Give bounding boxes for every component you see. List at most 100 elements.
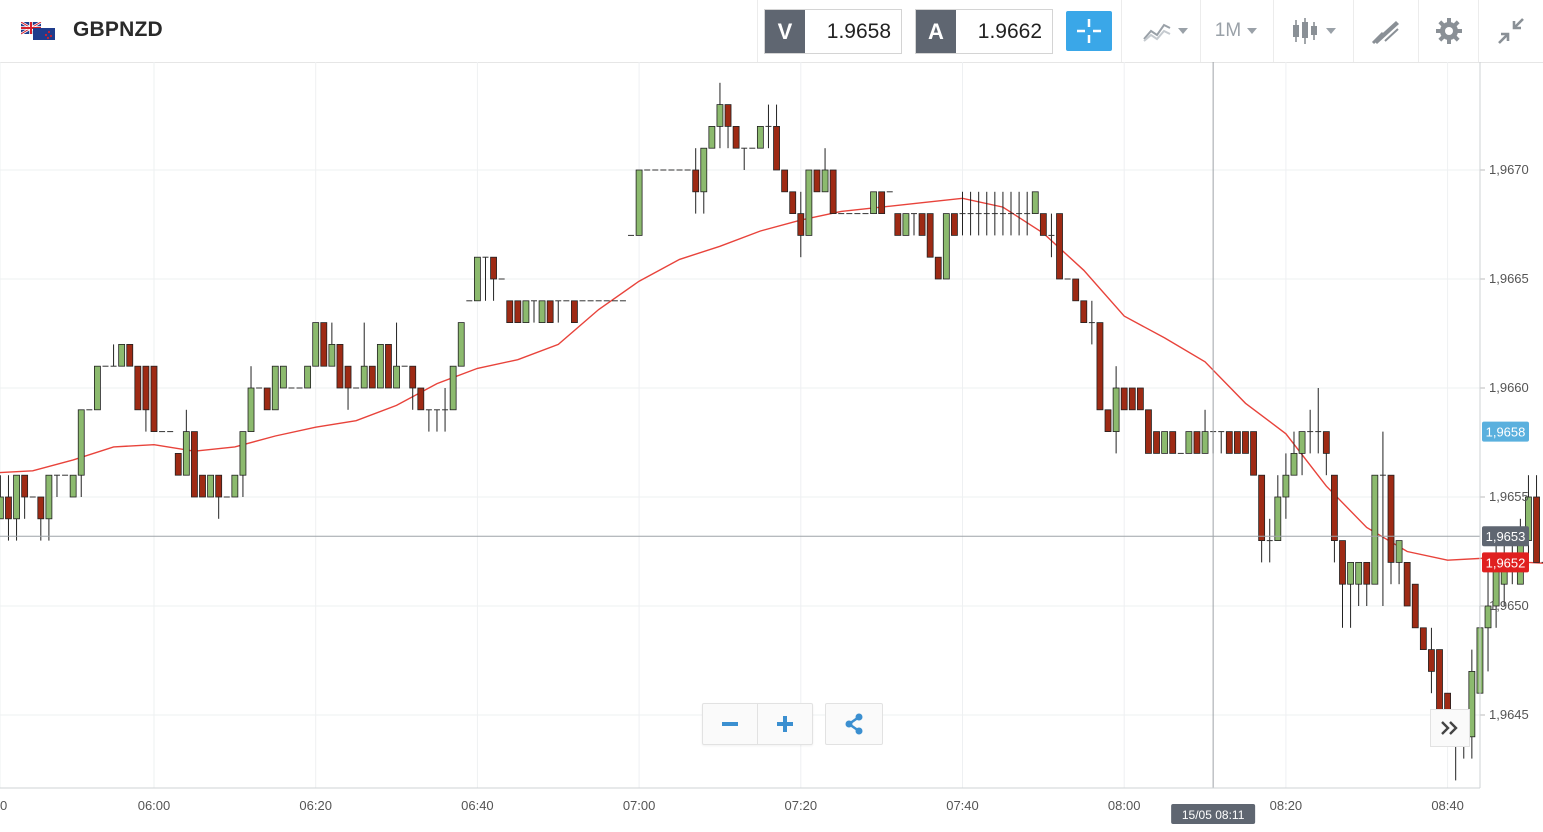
candle[interactable]	[959, 191, 966, 236]
candle[interactable]	[1347, 561, 1354, 628]
candle[interactable]	[1193, 431, 1201, 454]
candle[interactable]	[1307, 409, 1314, 454]
candle[interactable]	[1468, 649, 1476, 759]
candle[interactable]	[1411, 583, 1419, 629]
candle[interactable]	[360, 322, 368, 389]
candle[interactable]	[870, 191, 877, 215]
candle[interactable]	[239, 431, 247, 497]
candle[interactable]	[700, 147, 708, 214]
candle[interactable]	[1339, 540, 1346, 628]
candle[interactable]	[271, 365, 279, 411]
candle[interactable]	[1112, 366, 1120, 454]
drawing-tools-button[interactable]	[1362, 10, 1410, 52]
zoom-out-button[interactable]	[703, 704, 757, 744]
candle[interactable]	[546, 300, 554, 324]
candle[interactable]	[1136, 387, 1144, 411]
candle[interactable]	[902, 213, 910, 236]
timeframe-button[interactable]: 1M	[1205, 10, 1267, 52]
candle[interactable]	[1322, 431, 1330, 476]
candle[interactable]	[522, 300, 530, 324]
candle[interactable]	[1371, 474, 1379, 585]
candle[interactable]	[368, 365, 376, 389]
candle[interactable]	[1080, 300, 1088, 324]
candle[interactable]	[538, 300, 546, 324]
candle[interactable]	[765, 104, 772, 149]
candle[interactable]	[910, 213, 917, 236]
candle[interactable]	[425, 409, 432, 432]
candle[interactable]	[142, 365, 150, 432]
candle[interactable]	[417, 387, 425, 411]
candle[interactable]	[1024, 191, 1031, 236]
candle[interactable]	[821, 148, 829, 193]
candle[interactable]	[126, 343, 134, 367]
candle[interactable]	[304, 365, 312, 389]
candle[interactable]	[1161, 431, 1169, 454]
candle[interactable]	[1201, 409, 1209, 454]
candle[interactable]	[789, 191, 797, 215]
candle[interactable]	[805, 169, 813, 236]
candle[interactable]	[1500, 540, 1508, 606]
candle[interactable]	[1363, 561, 1371, 606]
candle[interactable]	[926, 213, 934, 258]
candle[interactable]	[1185, 431, 1193, 454]
candle[interactable]	[1104, 409, 1112, 432]
candle[interactable]	[263, 387, 271, 411]
candle[interactable]	[1233, 431, 1241, 454]
candle[interactable]	[13, 474, 20, 541]
candle[interactable]	[967, 191, 974, 236]
candle[interactable]	[1250, 431, 1257, 476]
scroll-to-latest-button[interactable]	[1430, 709, 1470, 747]
candle[interactable]	[1120, 387, 1128, 411]
candle[interactable]	[1419, 627, 1427, 650]
candle[interactable]	[716, 82, 724, 149]
candle[interactable]	[1290, 431, 1298, 476]
candle[interactable]	[37, 496, 45, 541]
candle[interactable]	[442, 388, 449, 432]
candle[interactable]	[878, 191, 886, 215]
candle[interactable]	[1436, 649, 1443, 716]
candle[interactable]	[975, 191, 982, 236]
candle[interactable]	[1428, 627, 1435, 694]
candle[interactable]	[1016, 191, 1023, 236]
candle[interactable]	[983, 191, 990, 236]
candle[interactable]	[530, 300, 537, 323]
candle[interactable]	[1315, 388, 1322, 454]
candle[interactable]	[708, 126, 716, 149]
candle[interactable]	[45, 474, 53, 541]
candle[interactable]	[999, 191, 1006, 236]
candle[interactable]	[773, 104, 780, 171]
share-button[interactable]	[825, 703, 883, 745]
candle[interactable]	[53, 474, 60, 497]
candle[interactable]	[1088, 300, 1095, 345]
candle[interactable]	[829, 169, 837, 214]
candle[interactable]	[1128, 387, 1136, 411]
candle[interactable]	[1355, 561, 1363, 606]
candle[interactable]	[1096, 322, 1104, 411]
zoom-in-button[interactable]	[757, 704, 812, 744]
candle[interactable]	[1379, 431, 1386, 606]
candle[interactable]	[215, 474, 223, 519]
candle[interactable]	[433, 409, 440, 432]
candle[interactable]	[174, 452, 182, 476]
candle[interactable]	[1274, 475, 1282, 541]
candle[interactable]	[813, 169, 821, 193]
candle[interactable]	[1056, 213, 1063, 280]
candle[interactable]	[247, 366, 255, 432]
crosshair-button[interactable]	[1066, 11, 1112, 51]
candle[interactable]	[1048, 213, 1055, 258]
candle[interactable]	[555, 300, 562, 323]
candle[interactable]	[1282, 453, 1290, 519]
candle[interactable]	[1072, 278, 1080, 302]
candle[interactable]	[1008, 191, 1015, 236]
candle[interactable]	[692, 148, 700, 214]
candle[interactable]	[0, 475, 4, 520]
candle[interactable]	[457, 322, 465, 367]
candle[interactable]	[21, 474, 29, 519]
candle[interactable]	[1031, 191, 1039, 215]
candle[interactable]	[741, 147, 748, 170]
candle[interactable]	[320, 322, 328, 367]
candle[interactable]	[571, 300, 578, 324]
candle[interactable]	[110, 344, 117, 367]
candle[interactable]	[118, 343, 126, 367]
candle[interactable]	[732, 126, 740, 149]
